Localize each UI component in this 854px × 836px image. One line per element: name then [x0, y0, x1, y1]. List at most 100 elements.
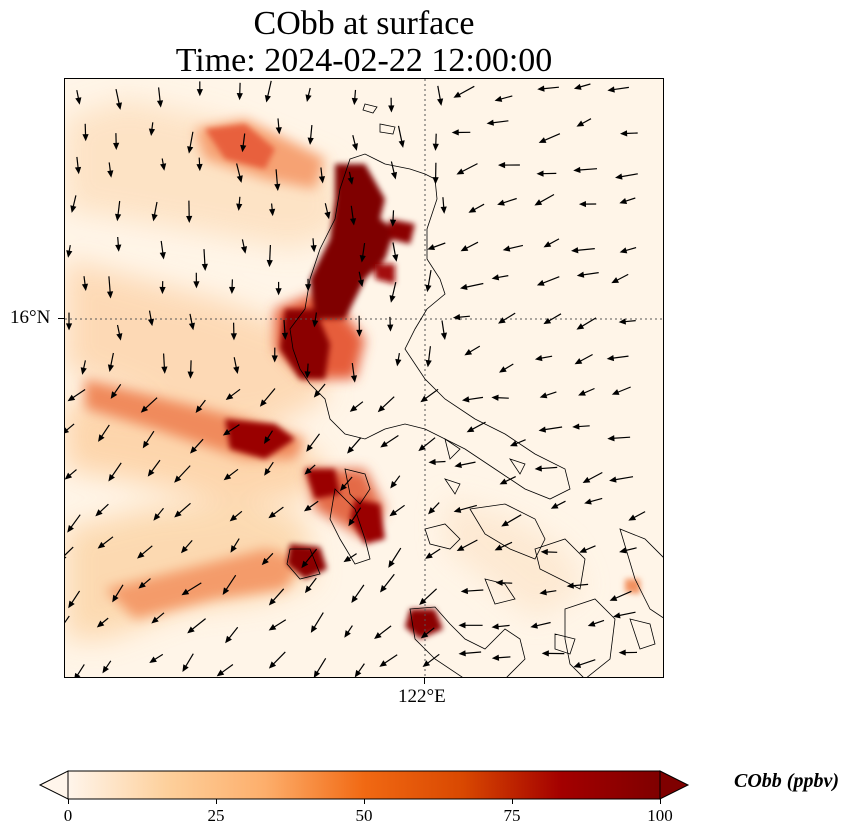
cobb-hotspots — [205, 124, 640, 639]
wind-arrow-shaft — [391, 281, 397, 299]
lat-tickmark — [58, 318, 64, 319]
wind-arrow-head — [186, 215, 193, 224]
wind-arrow-head — [236, 175, 243, 183]
wind-arrow-head — [543, 241, 552, 248]
wind-arrow-head — [228, 286, 236, 295]
wind-arrow-head — [264, 94, 271, 103]
colorbar-tick-label: 25 — [207, 806, 225, 825]
wind-arrow-shaft — [581, 272, 599, 276]
wind-arrow-head — [619, 198, 628, 204]
wind-arrow-head — [106, 291, 114, 299]
wind-arrow-head — [494, 544, 503, 551]
wind-arrow-head — [113, 142, 120, 150]
wind-arrow-shaft — [184, 653, 194, 669]
wind-arrow-head — [536, 279, 545, 286]
wind-arrow-head — [374, 632, 382, 639]
wind-arrow-head — [268, 511, 276, 519]
wind-arrow-head — [347, 446, 355, 454]
wind-arrow-head — [357, 279, 364, 288]
wind-arrow-head — [541, 650, 549, 657]
wind-arrow-head — [137, 551, 145, 559]
wind-arrow-head — [587, 620, 596, 627]
wind-arrow-shaft — [504, 514, 522, 525]
wind-arrow-head — [68, 600, 75, 609]
wind-arrow-head — [398, 140, 405, 148]
wind-arrow-shaft — [617, 611, 636, 617]
wind-arrow-shaft — [464, 282, 484, 289]
wind-arrow-head — [259, 399, 267, 407]
wind-arrow-head — [236, 93, 243, 101]
wind-arrow-head — [147, 469, 155, 477]
wind-arrow-head — [451, 129, 459, 136]
wind-arrow-shaft — [619, 173, 638, 178]
wind-arrow-head — [491, 274, 500, 281]
wind-arrow-shaft — [542, 426, 563, 431]
wind-vectors — [65, 80, 646, 677]
wind-arrow-head — [428, 507, 436, 515]
wind-arrow-head — [491, 394, 499, 401]
wind-arrow-head — [82, 134, 89, 142]
wind-arrow-head — [225, 635, 232, 644]
wind-arrow-head — [70, 205, 77, 213]
wind-arrow-head — [307, 137, 314, 145]
wind-arrow-head — [230, 545, 237, 553]
wind-arrow-head — [574, 358, 583, 365]
wind-arrow-head — [195, 405, 203, 414]
wind-arrow-head — [584, 498, 592, 505]
wind-arrow-head — [261, 557, 269, 566]
wind-arrow-head — [65, 427, 70, 434]
wind-arrow-head — [628, 514, 637, 521]
wind-arrow-head — [115, 102, 122, 110]
wind-arrow-head — [534, 199, 543, 206]
wind-arrow-head — [95, 509, 103, 517]
wind-arrow-shaft — [490, 120, 509, 124]
wind-arrow-head — [491, 654, 500, 661]
wind-arrow-head — [313, 390, 321, 398]
wind-arrow-head — [190, 446, 198, 454]
wind-arrow-shaft — [541, 86, 559, 90]
wind-arrow-shaft — [110, 462, 122, 479]
colorbar-tick-label: 75 — [503, 806, 521, 825]
wind-arrow-head — [271, 355, 278, 363]
wind-arrow-shaft — [611, 86, 629, 91]
wind-arrow-head — [347, 177, 354, 185]
wind-arrow-head — [115, 244, 122, 252]
wind-arrow-head — [579, 547, 587, 553]
wind-arrow-head — [499, 478, 508, 485]
wind-arrow-head — [274, 183, 281, 192]
wind-arrow-head — [351, 97, 358, 106]
wind-arrow-head — [499, 366, 507, 373]
wind-arrow-shaft — [315, 657, 327, 675]
colorbar-tickmark — [68, 799, 69, 804]
wind-arrow-head — [536, 170, 544, 177]
wind-arrow-shaft — [184, 582, 202, 594]
wind-arrow-head — [425, 552, 433, 559]
plot-title-line1: CObb at surface — [253, 5, 475, 42]
wind-arrow-head — [187, 371, 194, 379]
wind-arrow-head — [174, 510, 182, 518]
wind-arrow-shaft — [615, 386, 631, 394]
wind-arrow-shaft — [577, 168, 598, 171]
wind-arrow-head — [80, 367, 87, 375]
wind-arrow-head — [432, 143, 439, 151]
wind-arrow-head — [116, 333, 123, 341]
wind-arrow-head — [573, 83, 582, 90]
wind-arrow-head — [460, 587, 469, 595]
wind-arrow-shaft — [177, 502, 191, 515]
wind-arrow-head — [216, 669, 225, 677]
map-panel — [64, 78, 664, 678]
wind-arrow-shaft — [575, 248, 595, 252]
wind-arrow-head — [495, 579, 503, 586]
wind-arrow-head — [534, 465, 542, 472]
wind-arrow-head — [509, 440, 518, 447]
wind-arrow-head — [96, 620, 105, 628]
wind-arrow-head — [268, 661, 277, 669]
colorbar-extend-max — [659, 770, 690, 800]
wind-arrow-head — [140, 405, 149, 413]
wind-arrow-shaft — [190, 618, 206, 631]
wind-arrow-head — [395, 358, 402, 367]
wind-arrow-head — [138, 581, 146, 589]
wind-arrow-head — [619, 247, 628, 254]
wind-arrow-head — [304, 284, 312, 292]
wind-arrow-head — [222, 587, 230, 595]
